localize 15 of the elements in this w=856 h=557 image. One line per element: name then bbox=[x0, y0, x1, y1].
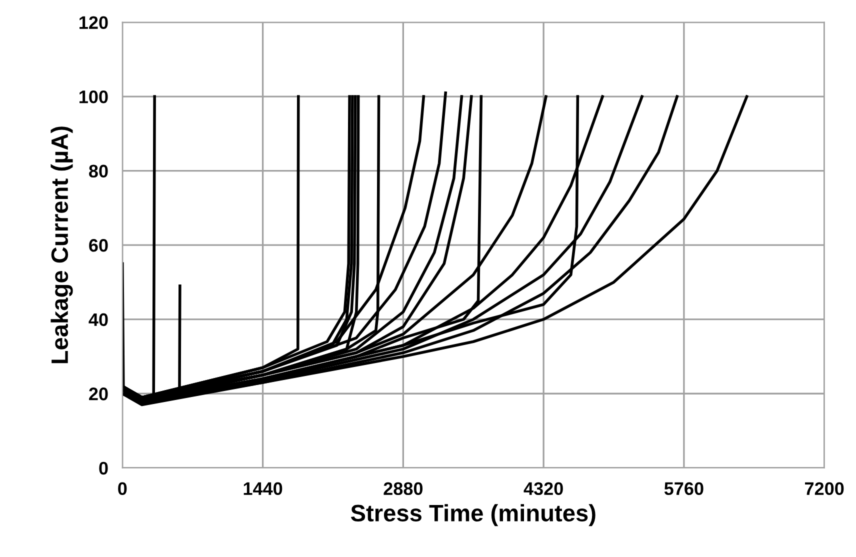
y-tick-label: 40 bbox=[88, 313, 108, 326]
x-tick-label: 7200 bbox=[805, 482, 844, 496]
y-tick-label: 20 bbox=[89, 388, 108, 400]
y-tick-label: 80 bbox=[89, 164, 108, 178]
y-tick-label: 0 bbox=[99, 462, 108, 475]
x-tick-label: 2880 bbox=[384, 482, 423, 496]
y-axis-title: Leakage Current (µA) bbox=[50, 126, 73, 364]
x-axis-title: Stress Time (minutes) bbox=[350, 504, 596, 526]
x-tick-label: 0 bbox=[118, 482, 127, 496]
x-tick-label: 5760 bbox=[664, 482, 704, 496]
x-tick-label: 4320 bbox=[524, 482, 563, 496]
y-tick-label: 120 bbox=[80, 16, 108, 29]
x-tick-label: 1440 bbox=[244, 482, 282, 496]
y-tick-label: 60 bbox=[89, 239, 108, 252]
y-tick-label: 100 bbox=[80, 90, 108, 104]
